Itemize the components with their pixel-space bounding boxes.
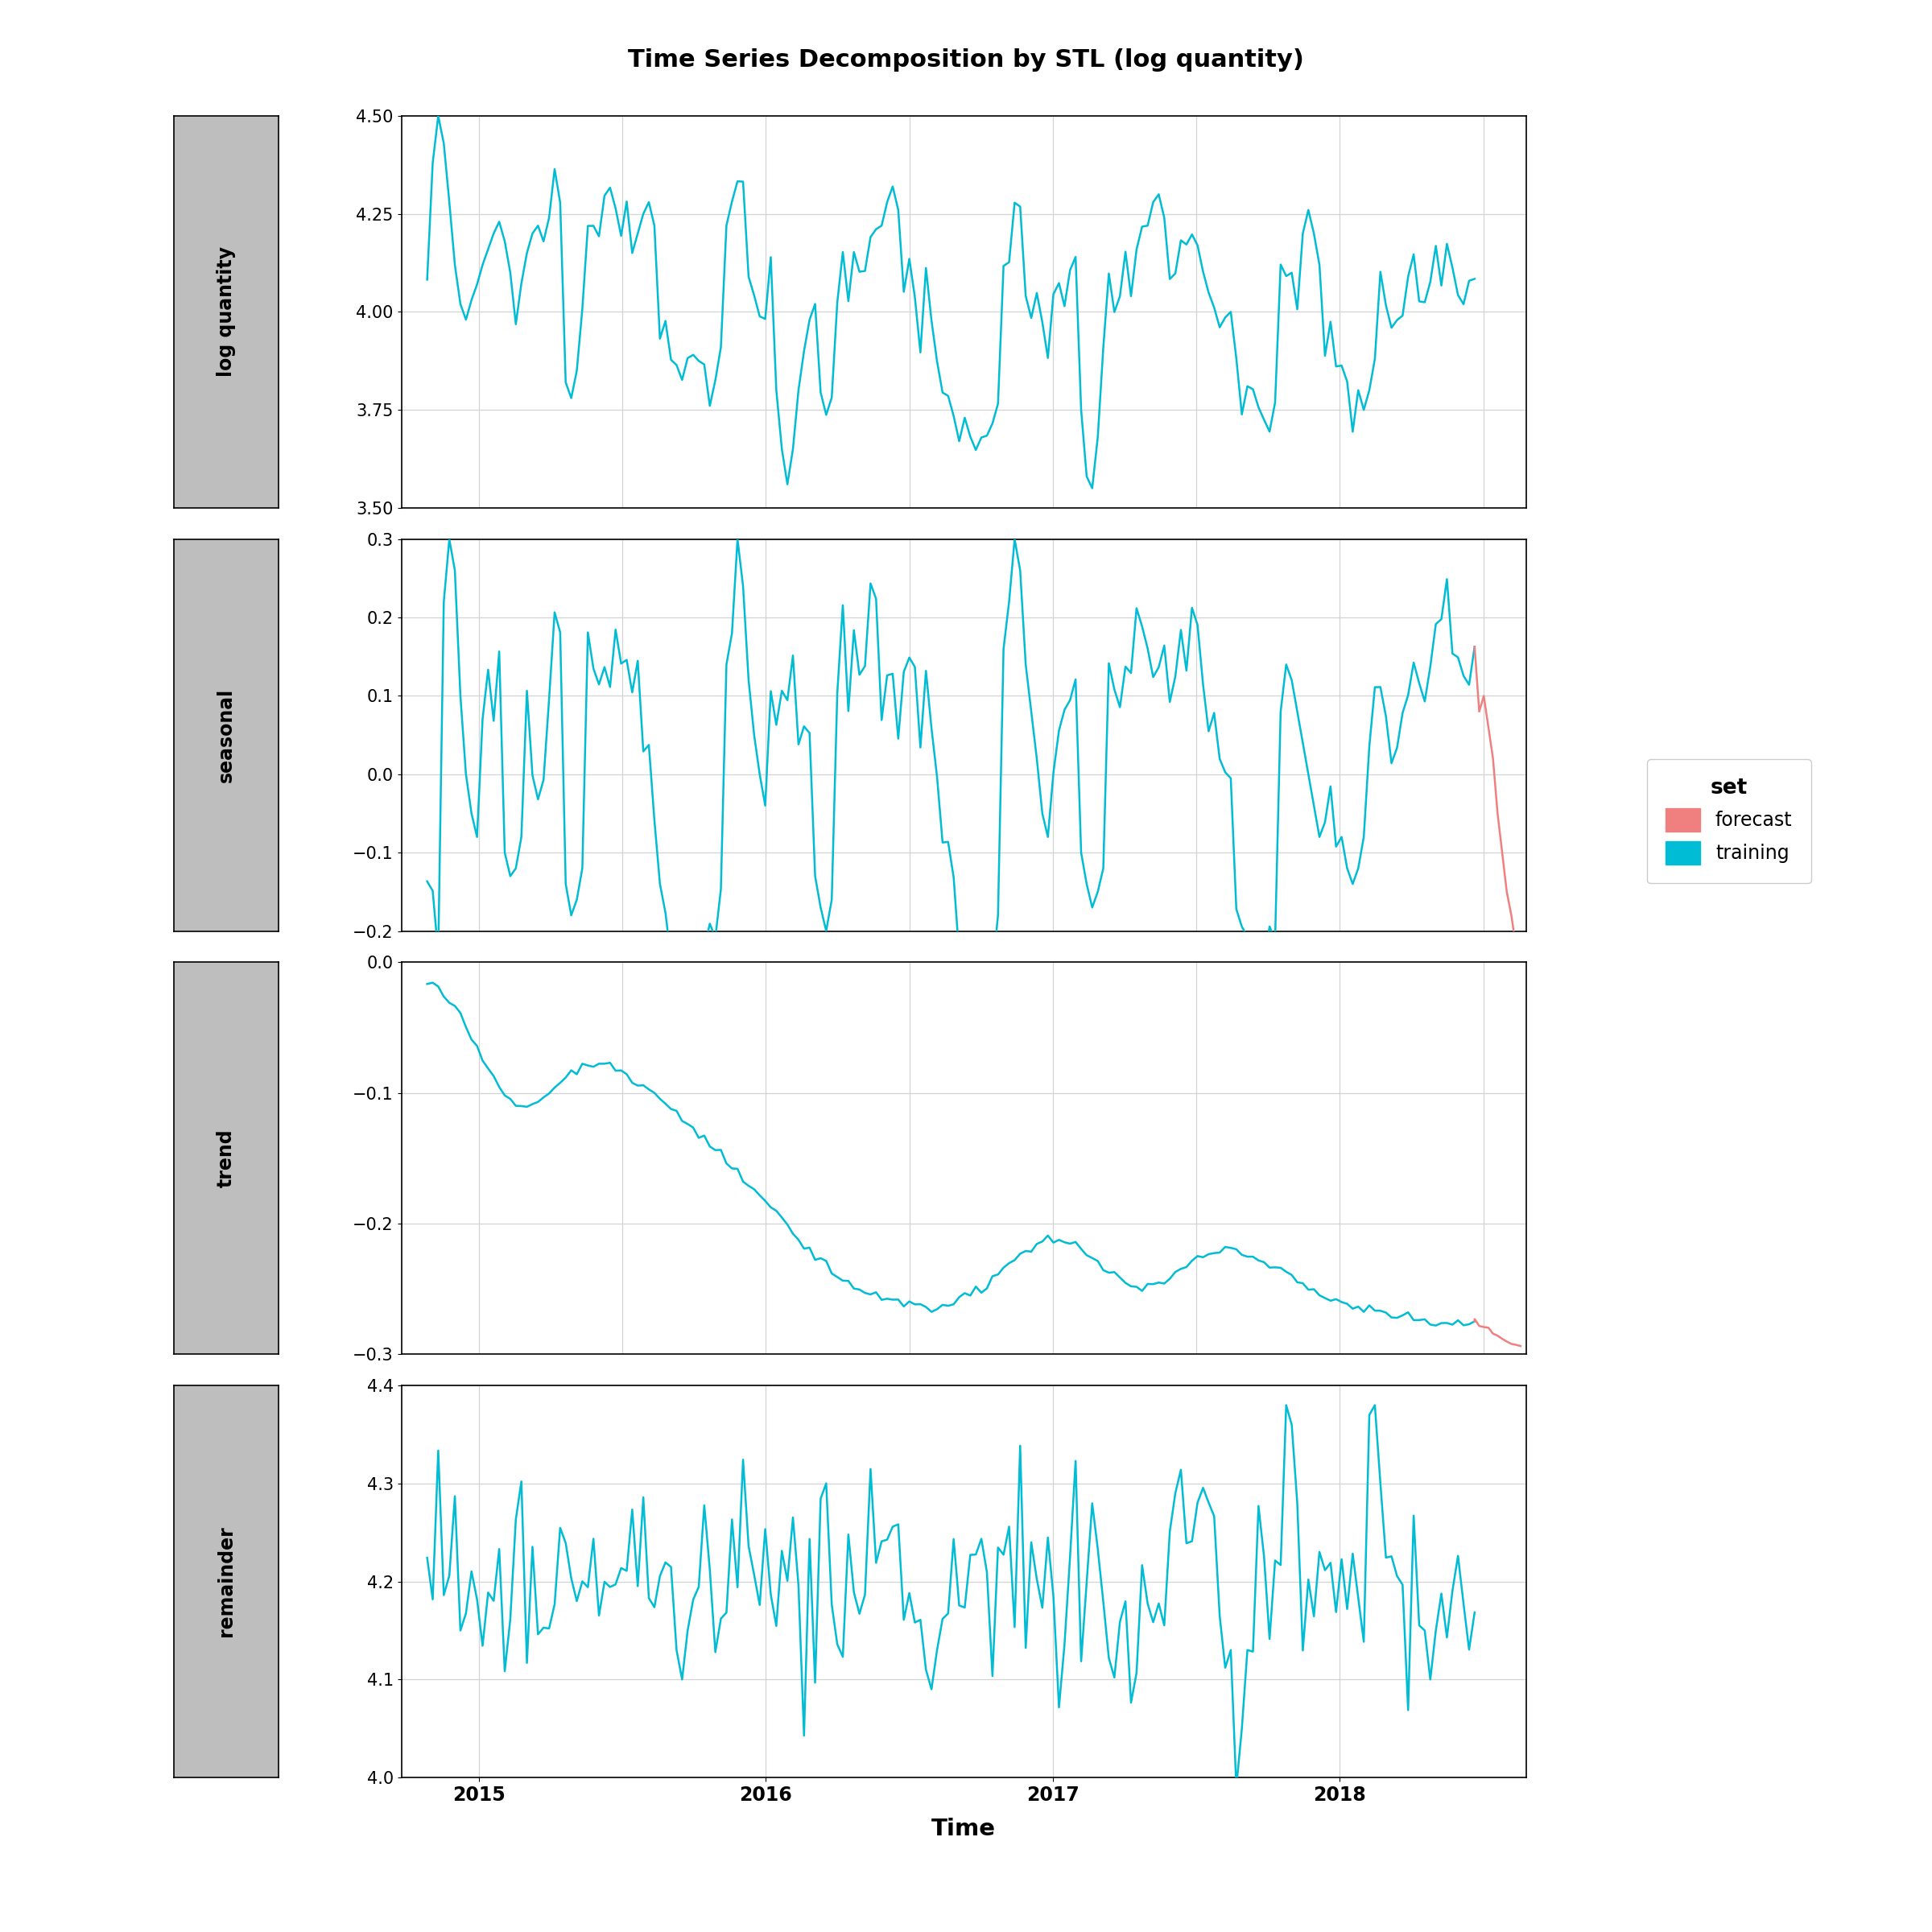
Text: seasonal: seasonal (216, 688, 236, 782)
Legend: forecast, training: forecast, training (1646, 759, 1812, 883)
Text: Time Series Decomposition by STL (log quantity): Time Series Decomposition by STL (log qu… (628, 48, 1304, 71)
Text: trend: trend (216, 1128, 236, 1188)
X-axis label: Time: Time (931, 1818, 997, 1841)
Text: log quantity: log quantity (216, 247, 236, 377)
Text: remainder: remainder (216, 1526, 236, 1636)
